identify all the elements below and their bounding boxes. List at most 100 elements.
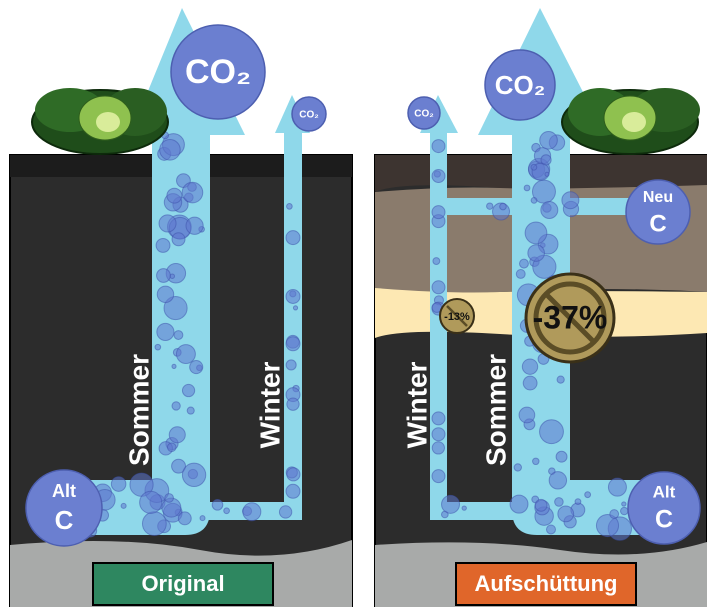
bubble <box>431 139 446 154</box>
bubble <box>166 187 183 204</box>
co2-label: CO₂ <box>414 109 433 120</box>
bubble <box>574 498 582 506</box>
bubble <box>181 383 196 398</box>
plant-original <box>31 88 169 155</box>
co2-circle <box>291 96 327 132</box>
bubble <box>181 181 204 204</box>
pool-label: Alt <box>52 481 76 501</box>
bubble <box>431 205 446 220</box>
bubble <box>163 296 188 321</box>
co2-label: CO₂ <box>495 70 546 100</box>
pool-label: C <box>55 505 74 535</box>
bubble <box>527 244 545 262</box>
bubble <box>285 483 301 499</box>
bubble <box>285 359 297 371</box>
bubble <box>431 427 446 442</box>
season-label: Sommer <box>480 354 511 466</box>
bubble <box>555 450 568 463</box>
bubble <box>171 401 181 411</box>
bubble <box>515 269 526 279</box>
bubble <box>539 419 564 445</box>
bubble <box>595 513 620 538</box>
bubble <box>544 171 550 177</box>
bubble <box>156 322 175 342</box>
bubble <box>156 285 175 304</box>
carbon-pool <box>625 179 691 245</box>
season-label: Winter <box>401 361 432 448</box>
bubble <box>199 515 206 522</box>
bubble <box>486 202 494 210</box>
bubble <box>431 280 446 295</box>
bubble <box>171 232 186 247</box>
pool-label: Alt <box>653 482 676 501</box>
bubble <box>211 499 224 511</box>
panel-label: Aufschüttung <box>475 571 618 596</box>
bubble <box>159 138 181 161</box>
reduction-label: -37% <box>533 299 608 335</box>
bubble <box>285 336 301 352</box>
bubble <box>523 184 531 192</box>
carbon-pool <box>627 471 701 545</box>
bubble <box>532 457 540 466</box>
bubble <box>171 458 187 474</box>
bubble <box>164 493 174 503</box>
bubble <box>242 502 262 522</box>
bubble <box>181 462 207 488</box>
bubble <box>278 505 293 519</box>
bubble <box>499 202 507 211</box>
co2-circle <box>484 49 556 121</box>
bubble <box>177 511 192 526</box>
bubble <box>441 494 461 514</box>
bubble <box>168 426 186 444</box>
bubble <box>286 203 293 210</box>
bubble <box>534 498 548 512</box>
bubble <box>166 442 177 453</box>
bubbles <box>83 130 653 541</box>
pool-label: Neu <box>643 189 673 206</box>
panel-label-box <box>92 562 274 606</box>
bubble <box>189 359 204 375</box>
bubble <box>607 477 627 497</box>
bubble <box>521 358 539 375</box>
bubble <box>584 491 592 499</box>
bubble <box>158 214 177 233</box>
bubble <box>110 476 127 492</box>
bubble <box>530 196 538 204</box>
bubble <box>540 201 559 220</box>
bubble <box>554 497 564 507</box>
plant-fill <box>561 88 700 155</box>
bubble <box>431 469 446 484</box>
bubble <box>621 501 627 507</box>
bubble <box>530 163 538 171</box>
co2-circle <box>407 96 441 130</box>
bubble <box>546 524 556 535</box>
bubble <box>185 216 204 235</box>
bubble <box>509 494 529 514</box>
season-label: Sommer <box>123 354 154 466</box>
bubble <box>513 463 522 472</box>
bubble <box>561 191 580 210</box>
bubble <box>223 507 230 515</box>
bubble <box>518 406 536 424</box>
bubble <box>522 375 538 391</box>
bubble <box>539 130 558 150</box>
panel-label: Original <box>141 571 224 596</box>
pool-label: C <box>649 210 666 237</box>
bubble <box>285 288 301 304</box>
bubble <box>431 441 445 455</box>
bubble <box>292 305 299 311</box>
bubble <box>609 509 620 519</box>
bubble <box>556 375 565 384</box>
bubble <box>156 268 171 283</box>
bubble <box>175 344 196 365</box>
bubble <box>540 154 552 166</box>
bubble <box>171 363 177 369</box>
season-label: Winter <box>254 361 285 448</box>
bubble <box>285 230 301 246</box>
bubble <box>139 490 163 514</box>
bubble <box>524 221 548 245</box>
bubble <box>154 343 162 351</box>
reduction-label: -13% <box>444 311 470 323</box>
carbon-pool <box>25 469 103 547</box>
